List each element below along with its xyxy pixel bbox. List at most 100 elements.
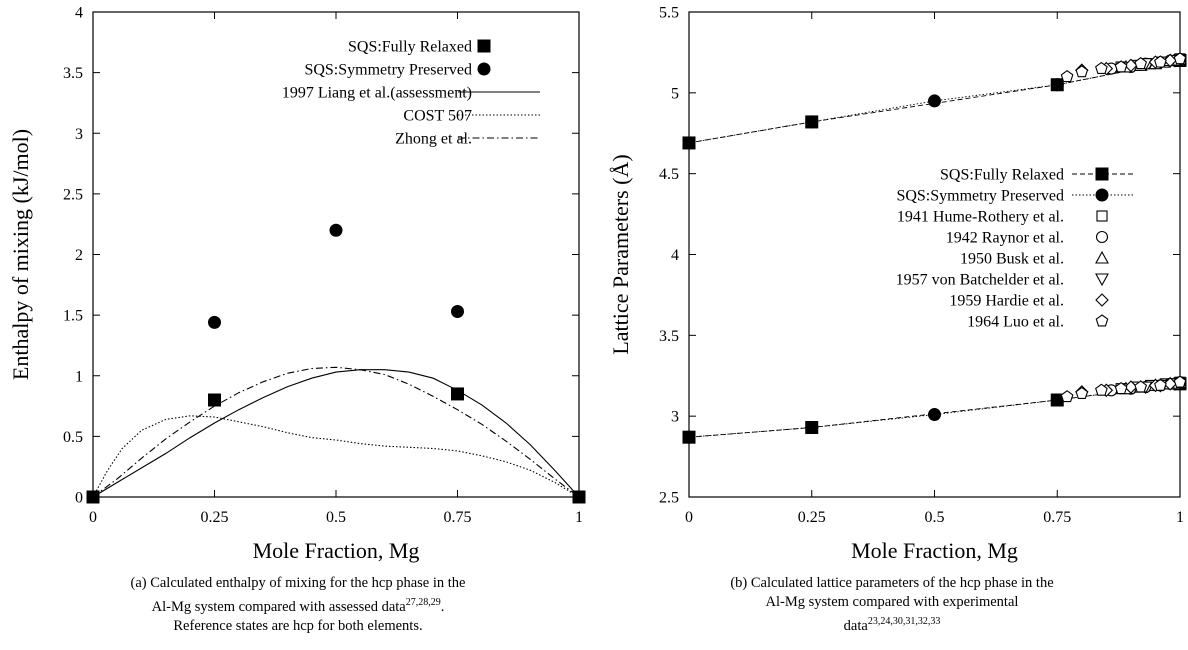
data-point [928,408,941,422]
data-point [1050,393,1064,407]
chart-b: 0 0.25 0.5 0.75 1 2.5 3 3.5 4 4.5 5 5.5 Mole Fractio… [608,5,1187,563]
y-tick-label: 4 [75,5,83,22]
legend-label: 1964 Luo et al. [967,314,1064,331]
y-tick-label: 0 [75,490,83,507]
data-point [1163,377,1177,391]
legend-label: 1941 Hume-Rothery et al. [897,209,1064,226]
data-point [805,115,819,129]
data-point [1095,383,1108,396]
caption-a-line3: Reference states are hcp for both elemen… [173,617,423,634]
x-tick-label: 0 [685,509,693,526]
legend-label: 1942 Raynor et al. [946,230,1064,247]
data-point [1173,375,1187,388]
legend-marker [1095,293,1109,307]
legend-marker [1096,210,1108,222]
y-tick-label: 3 [671,409,679,426]
data-point [329,223,343,237]
caption-a-refs: 27,28,29 [405,597,441,608]
x-tick-label: 1 [575,509,583,526]
data-point [1163,53,1177,68]
series-sqs-fully-relaxed [86,387,586,504]
x-tick-label: 0.5 [925,509,945,526]
x-tick-label: 0.5 [326,509,346,526]
x-tick-label: 0.75 [1043,509,1071,526]
caption-b-refs: 23,24,30,31,32,33 [867,616,941,627]
data-point [1173,52,1187,65]
figure: 0 0.25 0.5 0.75 1 0 0.5 1 1.5 2 2.5 3 3.5 4 Mole Fract… [8,5,1187,563]
series-1997-liang-et-al-assessment- [92,369,580,498]
data-point [1114,60,1128,73]
legend-marker [1095,273,1109,287]
y-tick-label: 4.5 [659,166,679,183]
data-point [1060,390,1074,403]
x-axis-label: Mole Fraction, Mg [851,538,1018,563]
y-tick-label: 3.5 [63,65,83,82]
x-tick-label: 0.25 [798,509,826,526]
y-tick-label: 1.5 [63,308,83,325]
series-line [92,369,580,498]
x-tick-label: 1 [1176,509,1184,526]
caption-b: (b) Calculated lattice parameters of the… [598,574,1186,636]
data-point [1134,57,1148,70]
chart-a: 0 0.25 0.5 0.75 1 0 0.5 1 1.5 2 2.5 3 3.5 4 Mole Fract… [8,5,586,563]
caption-b-line2: Al-Mg system compared with experimental [765,594,1019,610]
data-point [208,393,221,407]
caption-a: (a) Calculated enthalpy of mixing for th… [4,574,592,636]
y-tick-label: 3.5 [659,328,679,345]
series-zhong-et-al- [92,366,580,498]
data-point [1134,380,1148,393]
legend-marker [477,39,491,53]
data-point [1114,382,1128,395]
legend-marker [477,62,491,76]
y-tick-label: 2.5 [63,186,83,203]
legend-label: SQS:Symmetry Preserved [896,188,1064,205]
series-1941-hume-rothery-et-al- [1115,53,1186,395]
x-tick-label: 0.75 [444,509,472,526]
y-tick-label: 1 [75,368,83,385]
data-point [682,136,696,150]
data-point [682,430,696,444]
y-tick-label: 4 [671,247,679,264]
legend-marker [1095,314,1109,327]
y-tick-label: 2 [75,247,83,264]
legend-marker [1095,230,1109,244]
legend-marker [1095,188,1109,202]
y-tick-label: 3 [75,126,83,143]
series-1957-von-batchelder-et-al- [1138,54,1183,395]
data-point [928,94,941,108]
data-point [451,387,464,401]
y-tick-label: 5.5 [659,5,679,22]
y-axis-label: Lattice Parameters (Å) [608,154,633,354]
plot-frame [92,11,580,498]
y-tick-label: 5 [671,85,679,102]
legend-label: SQS:Fully Relaxed [348,39,472,56]
series-1950-busk-et-al- [1119,51,1187,395]
data-point [1060,70,1074,83]
legend-label: COST 507 [403,108,472,125]
data-point [208,315,221,329]
legend-label: SQS:Symmetry Preserved [304,62,472,79]
legend-marker [1095,250,1109,264]
legend-marker [1095,167,1109,181]
plot-frame [688,11,1181,498]
series-line [92,366,580,498]
caption-b-line3: data23,24,30,31,32,33 [843,616,941,634]
caption-b-line1: (b) Calculated lattice parameters of the… [730,575,1054,591]
series-sqs-symmetry-preserved [208,223,464,329]
x-axis-label: Mole Fraction, Mg [253,538,420,563]
y-tick-label: 0.5 [63,429,83,446]
data-point [1095,61,1108,74]
caption-a-line2: Al-Mg system compared with assessed data… [151,597,445,615]
data-point [805,420,819,434]
legend-label: Zhong et al. [395,131,472,148]
legend-label: 1950 Busk et al. [960,251,1064,268]
series-1959-hardie-et-al- [1075,53,1177,399]
y-axis-label: Enthalpy of mixing (kJ/mol) [8,129,33,380]
series-cost-507 [92,415,580,498]
legend-label: 1997 Liang et al.(assessment) [282,85,472,102]
series-1942-raynor-et-al- [1105,52,1187,397]
series-1964-luo-et-al- [1060,52,1187,403]
y-tick-label: 2.5 [659,490,679,507]
caption-a-line1: (a) Calculated enthalpy of mixing for th… [130,575,466,591]
x-tick-label: 0 [89,509,97,526]
